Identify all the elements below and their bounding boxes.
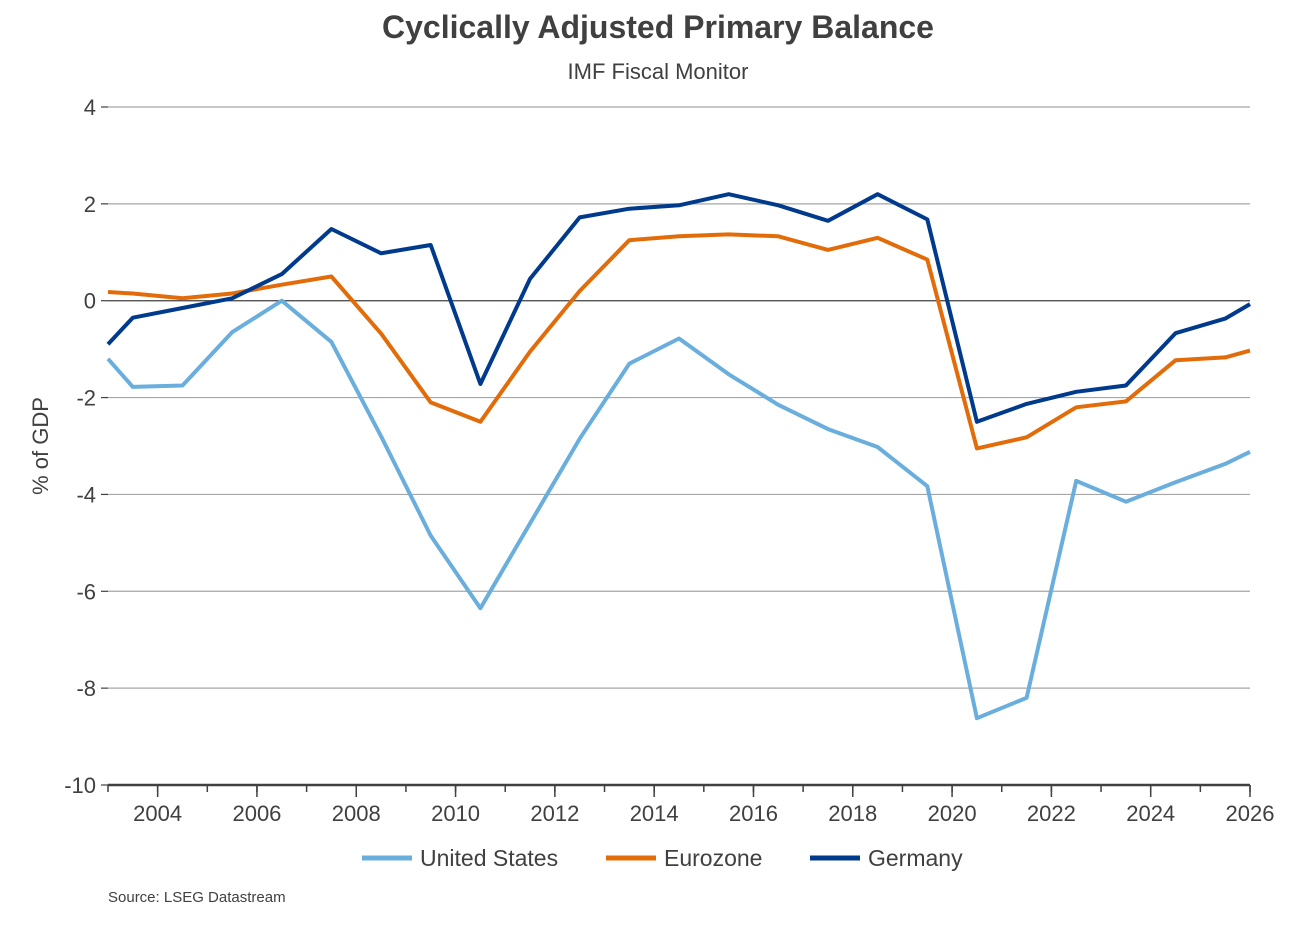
y-tick-label: -4 (76, 482, 96, 507)
x-tick-label: 2026 (1226, 801, 1275, 826)
series-line-germany (106, 192, 1252, 424)
y-axis-ticks: 4 2 0 -2 -4 -6 -8 -10 (64, 95, 108, 798)
legend-label-united-states: United States (420, 845, 558, 871)
y-tick-label: 0 (84, 289, 96, 314)
y-tick-label: -6 (76, 579, 96, 604)
series-line-united-states (106, 298, 1251, 721)
x-tick-label: 2004 (133, 801, 182, 826)
x-tick-label: 2020 (928, 801, 977, 826)
x-tick-label: 2014 (630, 801, 679, 826)
y-axis-label: % of GDP (28, 397, 53, 495)
x-tick-label: 2022 (1027, 801, 1076, 826)
chart-title: Cyclically Adjusted Primary Balance (382, 9, 934, 45)
y-tick-label: -2 (76, 386, 96, 411)
source-note: Source: LSEG Datastream (108, 889, 286, 906)
gridlines (108, 106, 1250, 689)
legend-label-germany: Germany (868, 845, 963, 871)
x-axis-ticks: 2004 2006 2008 2010 2012 2014 2016 2018 2020 2022… (107, 783, 1275, 826)
y-tick-label: -8 (76, 676, 96, 701)
x-tick-label: 2008 (332, 801, 381, 826)
x-tick-label: 2024 (1126, 801, 1175, 826)
series-lines (106, 192, 1252, 721)
x-tick-label: 2012 (530, 801, 579, 826)
y-tick-label: 4 (84, 95, 96, 120)
chart-subtitle: IMF Fiscal Monitor (568, 59, 749, 84)
x-tick-label: 2006 (232, 801, 281, 826)
y-tick-label: 2 (84, 192, 96, 217)
legend: United States Eurozone Germany (362, 845, 963, 871)
series-line-eurozone (107, 232, 1251, 451)
legend-label-eurozone: Eurozone (664, 845, 762, 871)
x-tick-label: 2018 (828, 801, 877, 826)
x-tick-label: 2010 (431, 801, 480, 826)
y-tick-label: -10 (64, 773, 96, 798)
x-tick-label: 2016 (729, 801, 778, 826)
